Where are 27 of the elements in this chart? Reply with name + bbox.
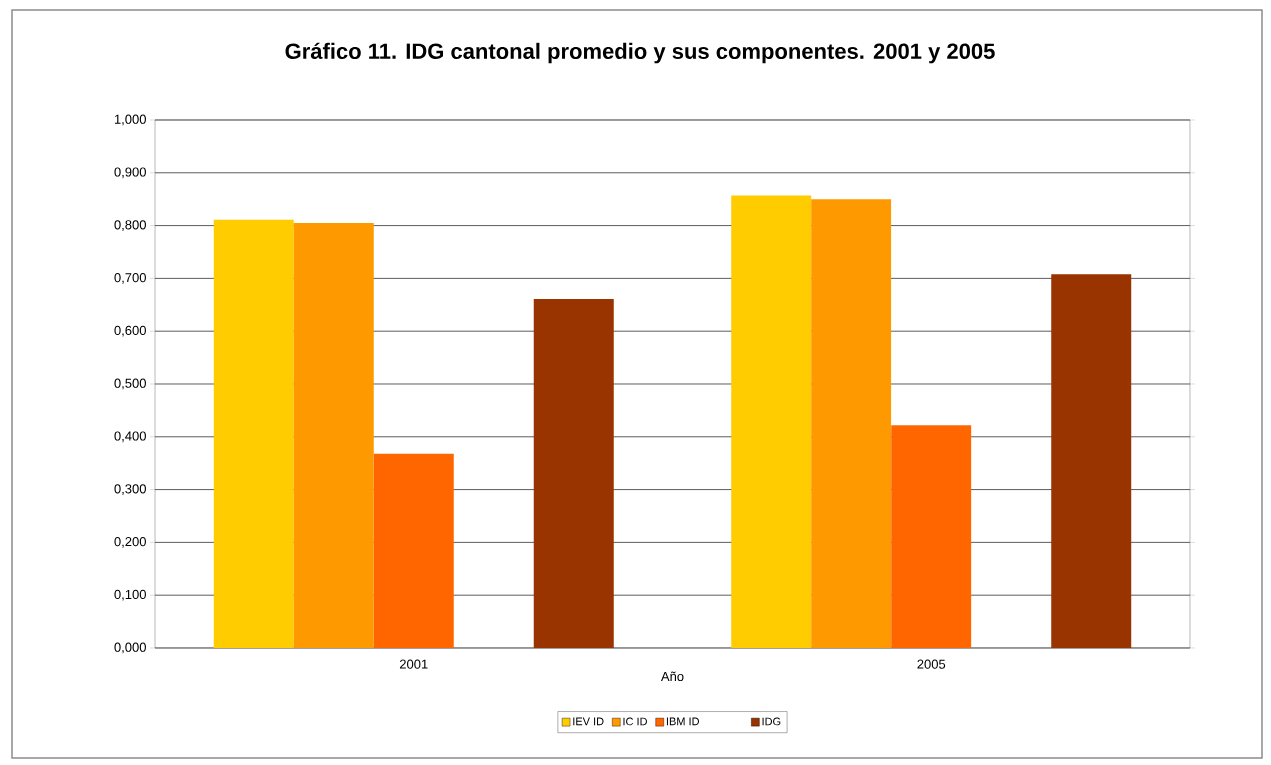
legend-label: IEV ID xyxy=(573,717,604,726)
legend-label: IC ID xyxy=(623,717,647,726)
y-tick-label: 0,300 xyxy=(114,484,146,495)
bar xyxy=(213,219,294,648)
y-tick-label: 0,000 xyxy=(114,642,146,654)
y-tick-label: 0,500 xyxy=(114,378,146,390)
bar xyxy=(373,453,454,648)
x-tick-label: 2005 xyxy=(917,659,946,669)
y-tick-label: 0,800 xyxy=(114,220,146,231)
y-tick-label: 0,900 xyxy=(114,167,146,179)
bar xyxy=(891,425,972,648)
bar xyxy=(533,298,614,648)
legend-label: IDG xyxy=(762,717,781,726)
y-tick-label: 1,000 xyxy=(114,114,146,126)
bar xyxy=(1051,274,1132,648)
bar xyxy=(293,222,374,648)
legend-label: IBM ID xyxy=(666,717,699,726)
y-tick-label: 0,200 xyxy=(114,537,146,548)
chart-title: Gráfico 11. IDG cantonal promedio y sus componentes. 2001 y 2005 xyxy=(285,42,995,64)
y-tick-label: 0,100 xyxy=(114,589,146,601)
bar xyxy=(731,195,812,648)
x-axis-title: Año xyxy=(660,671,684,682)
y-tick-label: 0,400 xyxy=(114,431,146,443)
x-tick-label: 2001 xyxy=(399,659,428,669)
y-tick-label: 0,600 xyxy=(114,325,146,337)
y-tick-label: 0,700 xyxy=(114,273,146,284)
bar xyxy=(811,199,892,648)
